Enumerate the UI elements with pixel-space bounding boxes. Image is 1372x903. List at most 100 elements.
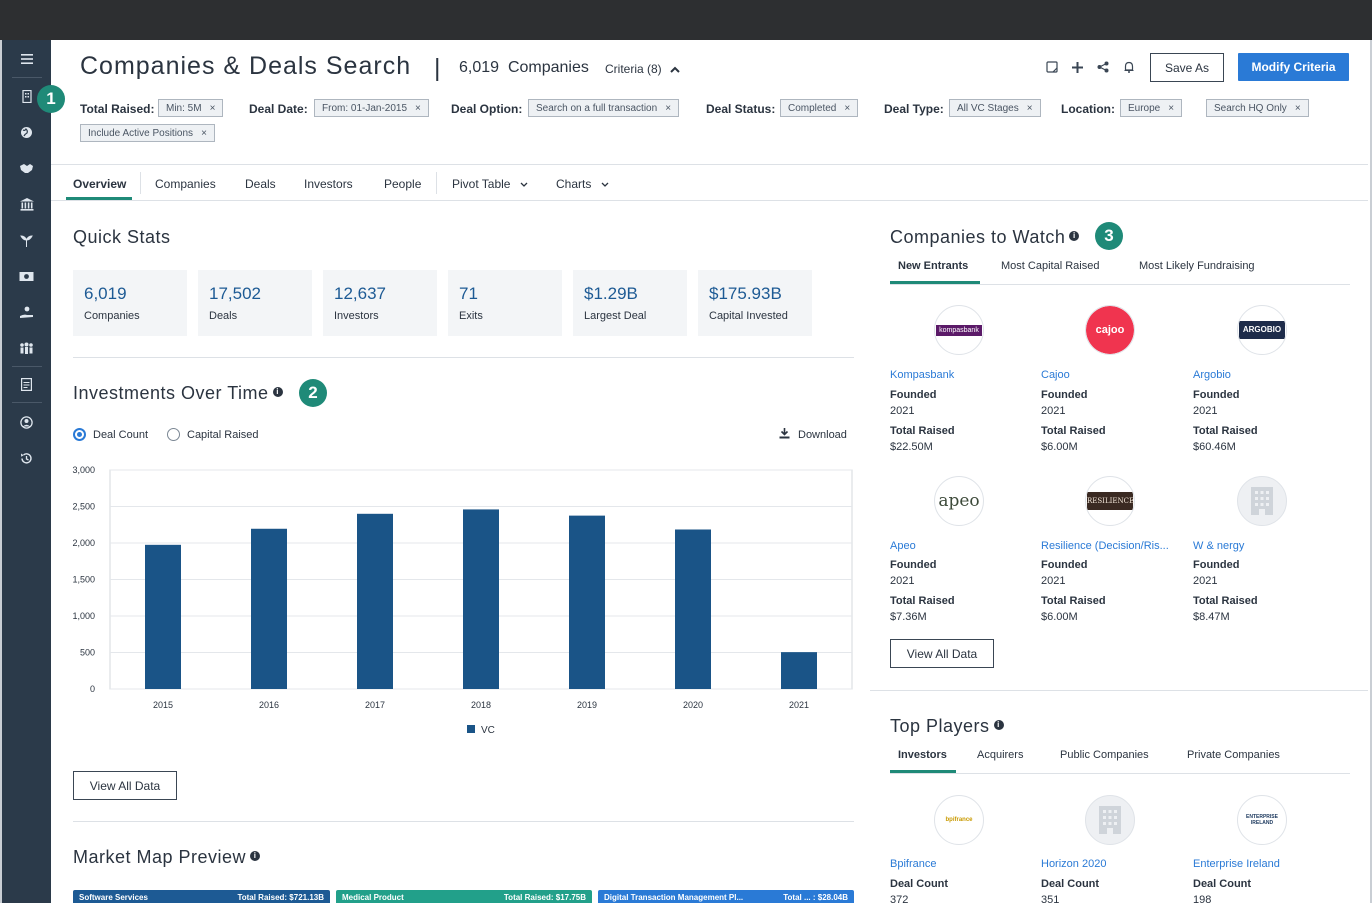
tab-overview[interactable]: Overview [73,177,127,191]
building-icon[interactable] [2,84,51,108]
close-icon[interactable]: × [1294,102,1301,114]
download-button[interactable]: Download [779,428,847,441]
bell-icon[interactable] [1120,58,1138,76]
founded-label: Founded [890,559,937,571]
tab-most-likely-fundraising[interactable]: Most Likely Fundraising [1139,260,1255,272]
player-link[interactable]: Horizon 2020 [1041,858,1107,870]
tab-top-investors[interactable]: Investors [898,749,947,761]
chip-deal-type[interactable]: All VC Stages × [949,99,1041,117]
company-logo-placeholder[interactable] [1237,476,1287,526]
market-map-title-text: Market Map Preview [73,847,247,867]
tabs-divider [51,200,1368,201]
money-icon[interactable] [2,264,51,288]
globe-icon[interactable] [2,120,51,144]
company-link[interactable]: Resilience (Decision/Ris... [1041,540,1169,552]
info-icon[interactable]: i [272,387,283,398]
tab-companies[interactable]: Companies [155,177,216,191]
info-icon[interactable]: i [1069,231,1080,242]
criteria-toggle[interactable]: Criteria (8) [605,62,680,76]
close-icon[interactable]: × [415,102,421,114]
bank-icon[interactable] [2,192,51,216]
company-link[interactable]: Cajoo [1041,369,1070,381]
group-icon[interactable] [2,336,51,360]
player-logo-bpifrance[interactable]: bpifrance [934,795,984,845]
chip-deal-date[interactable]: From: 01-Jan-2015 × [314,99,429,117]
market-map-tile[interactable]: Digital Transaction Management Pl... Tota… [598,890,854,903]
close-icon[interactable]: × [1168,102,1175,114]
stat-label: Capital Invested [709,310,788,322]
chip-location[interactable]: Europe × [1120,99,1183,117]
company-logo-argobio[interactable]: ARGOBIO [1237,305,1287,355]
deal-status-label: Deal Status: [706,102,776,116]
company-logo-resilience[interactable]: RESILIENCE [1085,476,1135,526]
person-hand-icon[interactable] [2,300,51,324]
building-icon [1251,487,1273,515]
player-logo-placeholder[interactable] [1085,795,1135,845]
founded-value: 2021 [890,405,915,417]
deal-option-label: Deal Option: [451,102,523,116]
handshake-icon[interactable] [2,156,51,180]
plus-icon[interactable] [1068,58,1086,76]
tab-private-companies[interactable]: Private Companies [1187,749,1280,761]
tab-people[interactable]: People [384,177,422,191]
info-icon[interactable]: i [993,720,1004,731]
founded-label: Founded [890,389,937,401]
view-all-data-button[interactable]: View All Data [73,771,177,800]
watch-view-all-data-button[interactable]: View All Data [890,639,994,668]
chip-hq-only[interactable]: Search HQ Only × [1206,99,1309,117]
close-icon[interactable]: × [665,102,672,114]
chip-total-raised[interactable]: Min: 5M × [158,99,224,117]
x-tick-label: 2020 [683,700,703,710]
legend-swatch [467,725,475,733]
capital-raised-radio[interactable] [167,428,180,441]
download-icon [779,428,790,439]
share-icon[interactable] [1094,58,1112,76]
tab-pivot-table[interactable]: Pivot Table [452,177,528,191]
player-logo-enterprise-ireland[interactable]: ENTERPRISE IRELAND [1237,795,1287,845]
total-raised-label: Total Raised: [80,102,155,116]
close-icon[interactable]: × [844,102,851,114]
market-map-tile[interactable]: Software Services Total Raised: $721.13B [73,890,330,903]
chip-text: Completed [788,102,837,114]
total-raised-label: Total Raised [1041,595,1106,607]
close-icon[interactable]: × [201,127,207,139]
save-as-button[interactable]: Save As [1150,53,1224,82]
player-link[interactable]: Bpifrance [890,858,937,870]
close-icon[interactable]: × [209,102,216,114]
tab-most-capital-raised[interactable]: Most Capital Raised [1001,260,1100,272]
player-link[interactable]: Enterprise Ireland [1193,858,1280,870]
chip-deal-option[interactable]: Search on a full transaction × [528,99,680,117]
tab-deals[interactable]: Deals [245,177,276,191]
tab-charts[interactable]: Charts [556,177,609,191]
company-link[interactable]: Argobio [1193,369,1231,381]
info-icon[interactable]: i [250,851,261,862]
note-icon[interactable] [1043,58,1061,76]
company-link[interactable]: Apeo [890,540,916,552]
chip-active-positions[interactable]: Include Active Positions × [80,124,215,142]
bar [463,509,499,689]
close-icon[interactable]: × [1026,102,1033,114]
company-link[interactable]: Kompasbank [890,369,955,381]
menu-icon[interactable] [2,47,51,71]
total-raised-value: $22.50M [890,441,933,453]
criteria-label: Criteria (8) [605,62,662,76]
tab-new-entrants[interactable]: New Entrants [898,260,969,272]
market-map-tile[interactable]: Medical Product Total Raised: $17.75B [336,890,592,903]
chip-text: All VC Stages [957,102,1019,114]
document-icon[interactable] [2,372,51,396]
company-logo-apeo[interactable]: apeo [934,476,984,526]
stat-label: Investors [334,310,379,322]
section-divider [73,821,854,822]
modify-criteria-button[interactable]: Modify Criteria [1238,53,1349,81]
deal-count-radio[interactable] [73,428,86,441]
tab-public-companies[interactable]: Public Companies [1060,749,1149,761]
history-icon[interactable] [2,446,51,470]
company-logo-kompasbank[interactable]: kompasbank [934,305,984,355]
company-link[interactable]: W & nergy [1193,540,1245,552]
user-circle-icon[interactable] [2,410,51,434]
chip-deal-status[interactable]: Completed × [780,99,859,117]
company-logo-cajoo[interactable]: cajoo [1085,305,1135,355]
sprout-icon[interactable] [2,228,51,252]
tab-investors[interactable]: Investors [304,177,353,191]
tab-acquirers[interactable]: Acquirers [977,749,1024,761]
